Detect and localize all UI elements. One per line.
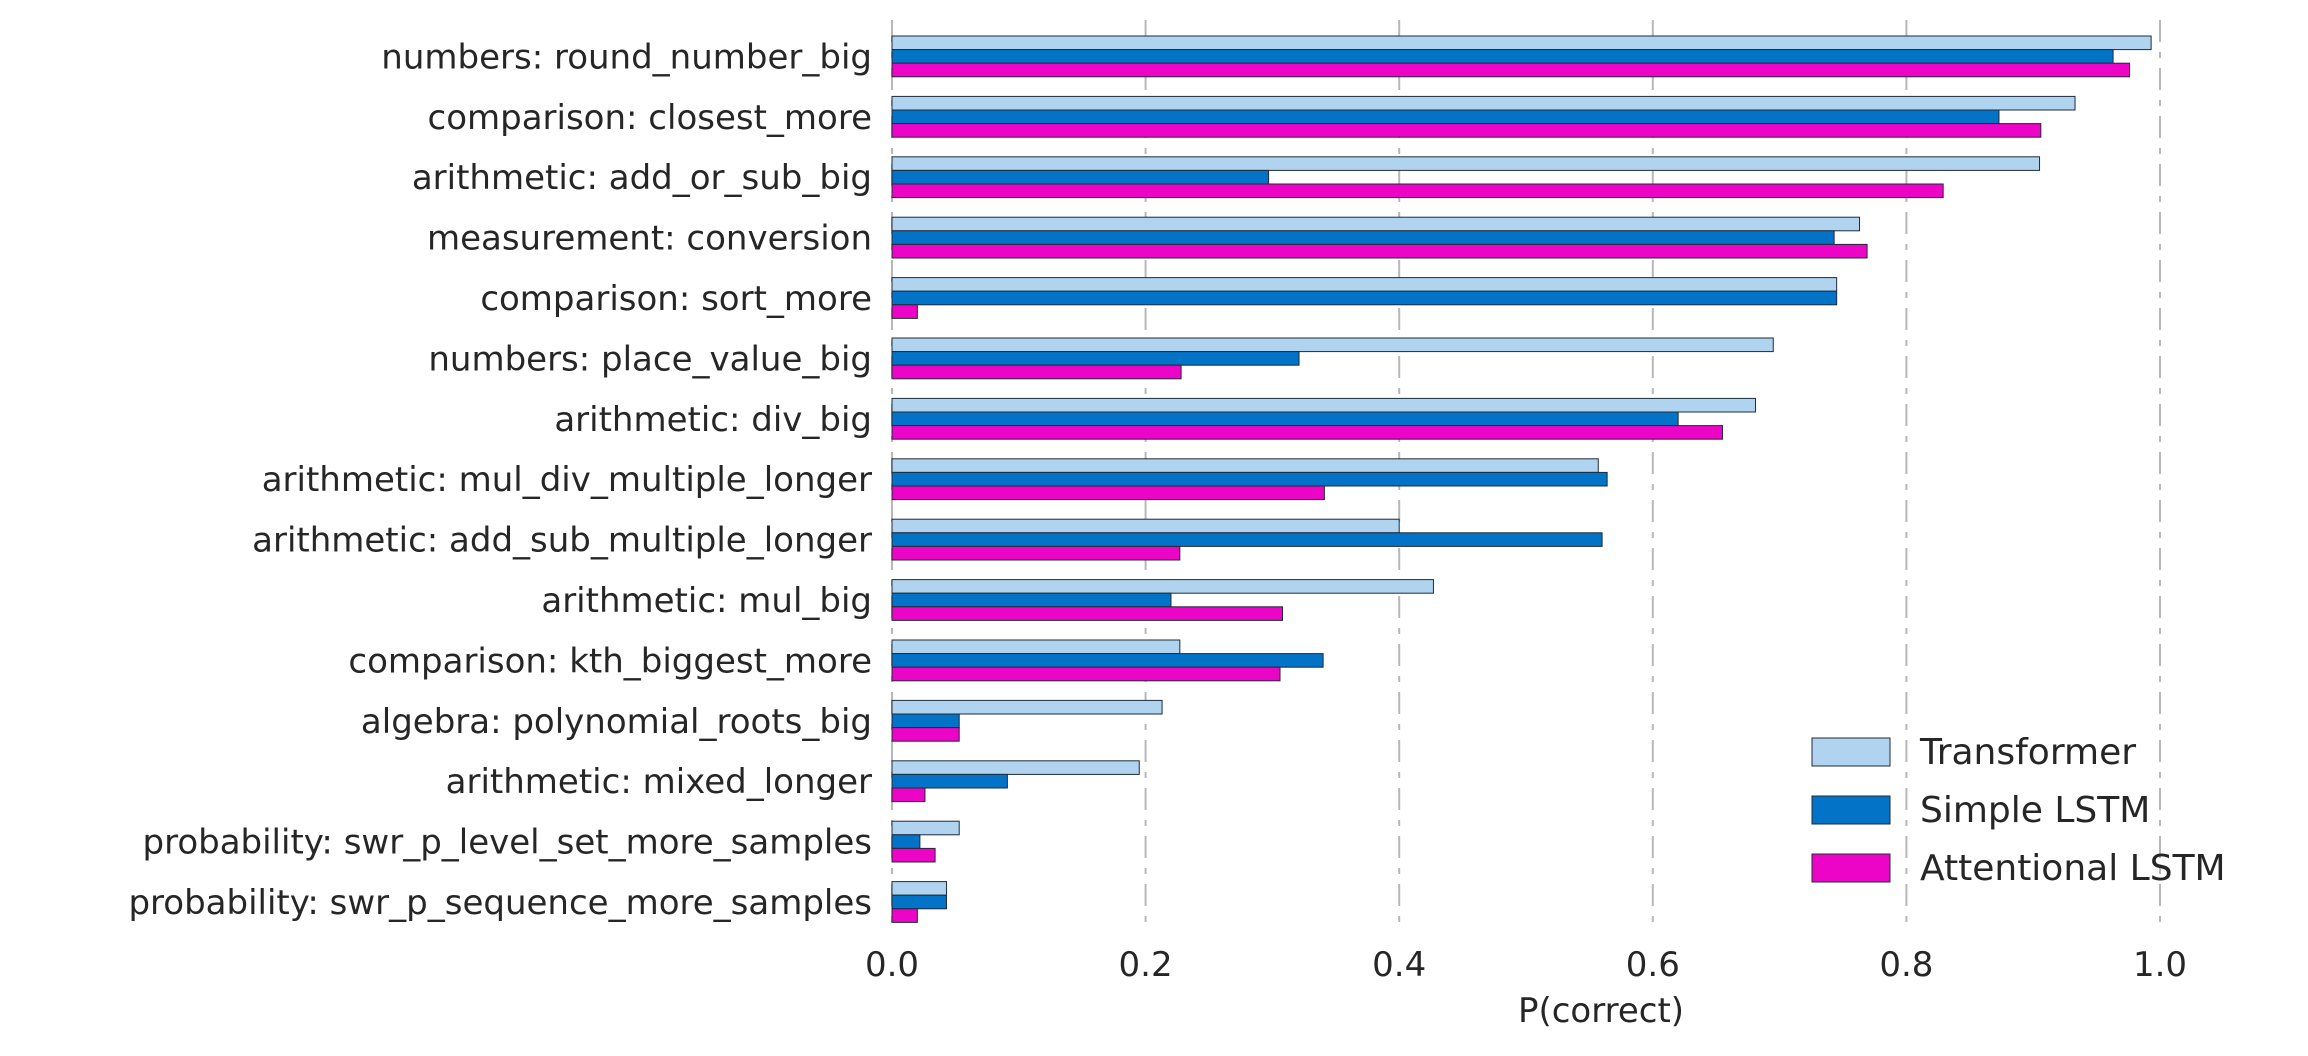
category-label: algebra: polynomial_roots_big: [361, 702, 872, 742]
x-tick-label: 0.8: [1879, 945, 1933, 985]
bar-transformer-numbers-round-number-big: [891, 35, 2152, 51]
category-label: measurement: conversion: [427, 219, 872, 259]
category-label: arithmetic: add_or_sub_big: [412, 158, 872, 198]
legend-swatch-simple-lstm: [1811, 795, 1891, 825]
bar-transformer-numbers-place-value-big: [891, 337, 1774, 353]
x-axis-title: P(correct): [1518, 991, 1684, 1031]
bar-transformer-comparison-closest-more: [891, 95, 2076, 111]
bar-transformer-algebra-polynomial-roots-big: [891, 699, 1163, 715]
bars: [891, 35, 2152, 923]
bar-simple-lstm-comparison-kth-biggest-more: [891, 653, 1324, 668]
category-labels: numbers: round_number_big comparison: clo…: [128, 37, 872, 923]
bar-simple-lstm-arithmetic-mixed-longer: [891, 773, 1008, 789]
bar-transformer-comparison-kth-biggest-more: [891, 639, 1181, 655]
legend-label-simple-lstm: Simple LSTM: [1920, 790, 2150, 831]
bar-attentional-lstm-arithmetic-mixed-longer: [891, 787, 926, 803]
category-label: probability: swr_p_sequence_more_samples: [128, 883, 872, 923]
bar-simple-lstm-arithmetic-mul-big: [891, 592, 1172, 608]
bar-transformer-probability-swr-p-sequence-more-samples: [891, 881, 948, 896]
x-tick-label: 0.6: [1626, 945, 1680, 985]
bar-attentional-lstm-arithmetic-mul-div-multiple-longer: [891, 485, 1325, 501]
bar-attentional-lstm-comparison-closest-more: [891, 123, 2042, 138]
bar-simple-lstm-arithmetic-mul-div-multiple-longer: [891, 471, 1608, 487]
bar-attentional-lstm-probability-swr-p-sequence-more-samples: [891, 908, 918, 923]
legend-swatch-attentional-lstm: [1811, 853, 1891, 883]
category-label: arithmetic: div_big: [554, 400, 872, 440]
legend-label-transformer: Transformer: [1919, 732, 2136, 773]
bar-transformer-arithmetic-add-or-sub-big: [891, 156, 2041, 171]
category-label: arithmetic: add_sub_multiple_longer: [252, 521, 872, 561]
category-label: probability: swr_p_level_set_more_sample…: [143, 823, 873, 863]
bar-attentional-lstm-comparison-kth-biggest-more: [891, 666, 1281, 682]
bar-attentional-lstm-measurement-conversion: [891, 243, 1868, 259]
bar-simple-lstm-algebra-polynomial-roots-big: [891, 713, 960, 729]
bar-simple-lstm-comparison-sort-more: [891, 290, 1838, 306]
bar-simple-lstm-numbers-round-number-big: [891, 49, 2114, 64]
x-tick-labels: 0.0 0.2 0.4 0.6 0.8 1.0: [865, 945, 2187, 985]
bar-attentional-lstm-algebra-polynomial-roots-big: [891, 727, 960, 742]
bar-attentional-lstm-arithmetic-mul-big: [891, 606, 1284, 621]
category-label: comparison: sort_more: [480, 279, 872, 319]
x-tick-label: 0.0: [865, 945, 919, 985]
bar-attentional-lstm-arithmetic-add-sub-multiple-longer: [891, 545, 1181, 561]
bar-simple-lstm-arithmetic-div-big: [891, 411, 1679, 427]
category-label: numbers: round_number_big: [381, 37, 872, 77]
bar-transformer-arithmetic-div-big: [891, 397, 1757, 413]
x-tick-label: 0.4: [1372, 945, 1426, 985]
bar-transformer-arithmetic-mul-big: [891, 579, 1434, 594]
bar-transformer-measurement-conversion: [891, 216, 1860, 232]
bar-transformer-arithmetic-mul-div-multiple-longer: [891, 458, 1599, 473]
category-label: comparison: kth_biggest_more: [348, 641, 872, 681]
bar-attentional-lstm-numbers-place-value-big: [891, 364, 1182, 380]
category-label: numbers: place_value_big: [428, 339, 872, 379]
bar-simple-lstm-probability-swr-p-sequence-more-samples: [891, 894, 948, 910]
legend-label-attentional-lstm: Attentional LSTM: [1920, 848, 2226, 889]
legend-swatch-transformer: [1811, 737, 1891, 767]
bar-attentional-lstm-arithmetic-div-big: [891, 425, 1724, 440]
bar-simple-lstm-comparison-closest-more: [891, 109, 2000, 125]
category-label: arithmetic: mul_big: [541, 581, 872, 621]
bar-attentional-lstm-comparison-sort-more: [891, 304, 918, 319]
category-label: comparison: closest_more: [428, 98, 872, 138]
bar-simple-lstm-measurement-conversion: [891, 230, 1835, 245]
category-label: arithmetic: mixed_longer: [446, 762, 872, 802]
legend: Transformer Simple LSTM Attentional LSTM: [1811, 732, 2226, 889]
bar-simple-lstm-probability-swr-p-level-set-more-samples: [891, 834, 921, 849]
bar-attentional-lstm-numbers-round-number-big: [891, 62, 2131, 78]
bar-transformer-comparison-sort-more: [891, 277, 1838, 292]
bar-transformer-probability-swr-p-level-set-more-samples: [891, 820, 960, 836]
bar-transformer-arithmetic-mixed-longer: [891, 760, 1140, 775]
bar-simple-lstm-numbers-place-value-big: [891, 351, 1300, 366]
category-label: arithmetic: mul_div_multiple_longer: [262, 460, 872, 500]
bar-transformer-arithmetic-add-sub-multiple-longer: [891, 518, 1400, 534]
bar-attentional-lstm-arithmetic-add-or-sub-big: [891, 183, 1944, 199]
bar-simple-lstm-arithmetic-add-sub-multiple-longer: [891, 532, 1603, 547]
x-tick-label: 1.0: [2133, 945, 2187, 985]
x-tick-label: 0.2: [1119, 945, 1173, 985]
bar-simple-lstm-arithmetic-add-or-sub-big: [891, 169, 1270, 185]
bar-attentional-lstm-probability-swr-p-level-set-more-samples: [891, 847, 936, 863]
